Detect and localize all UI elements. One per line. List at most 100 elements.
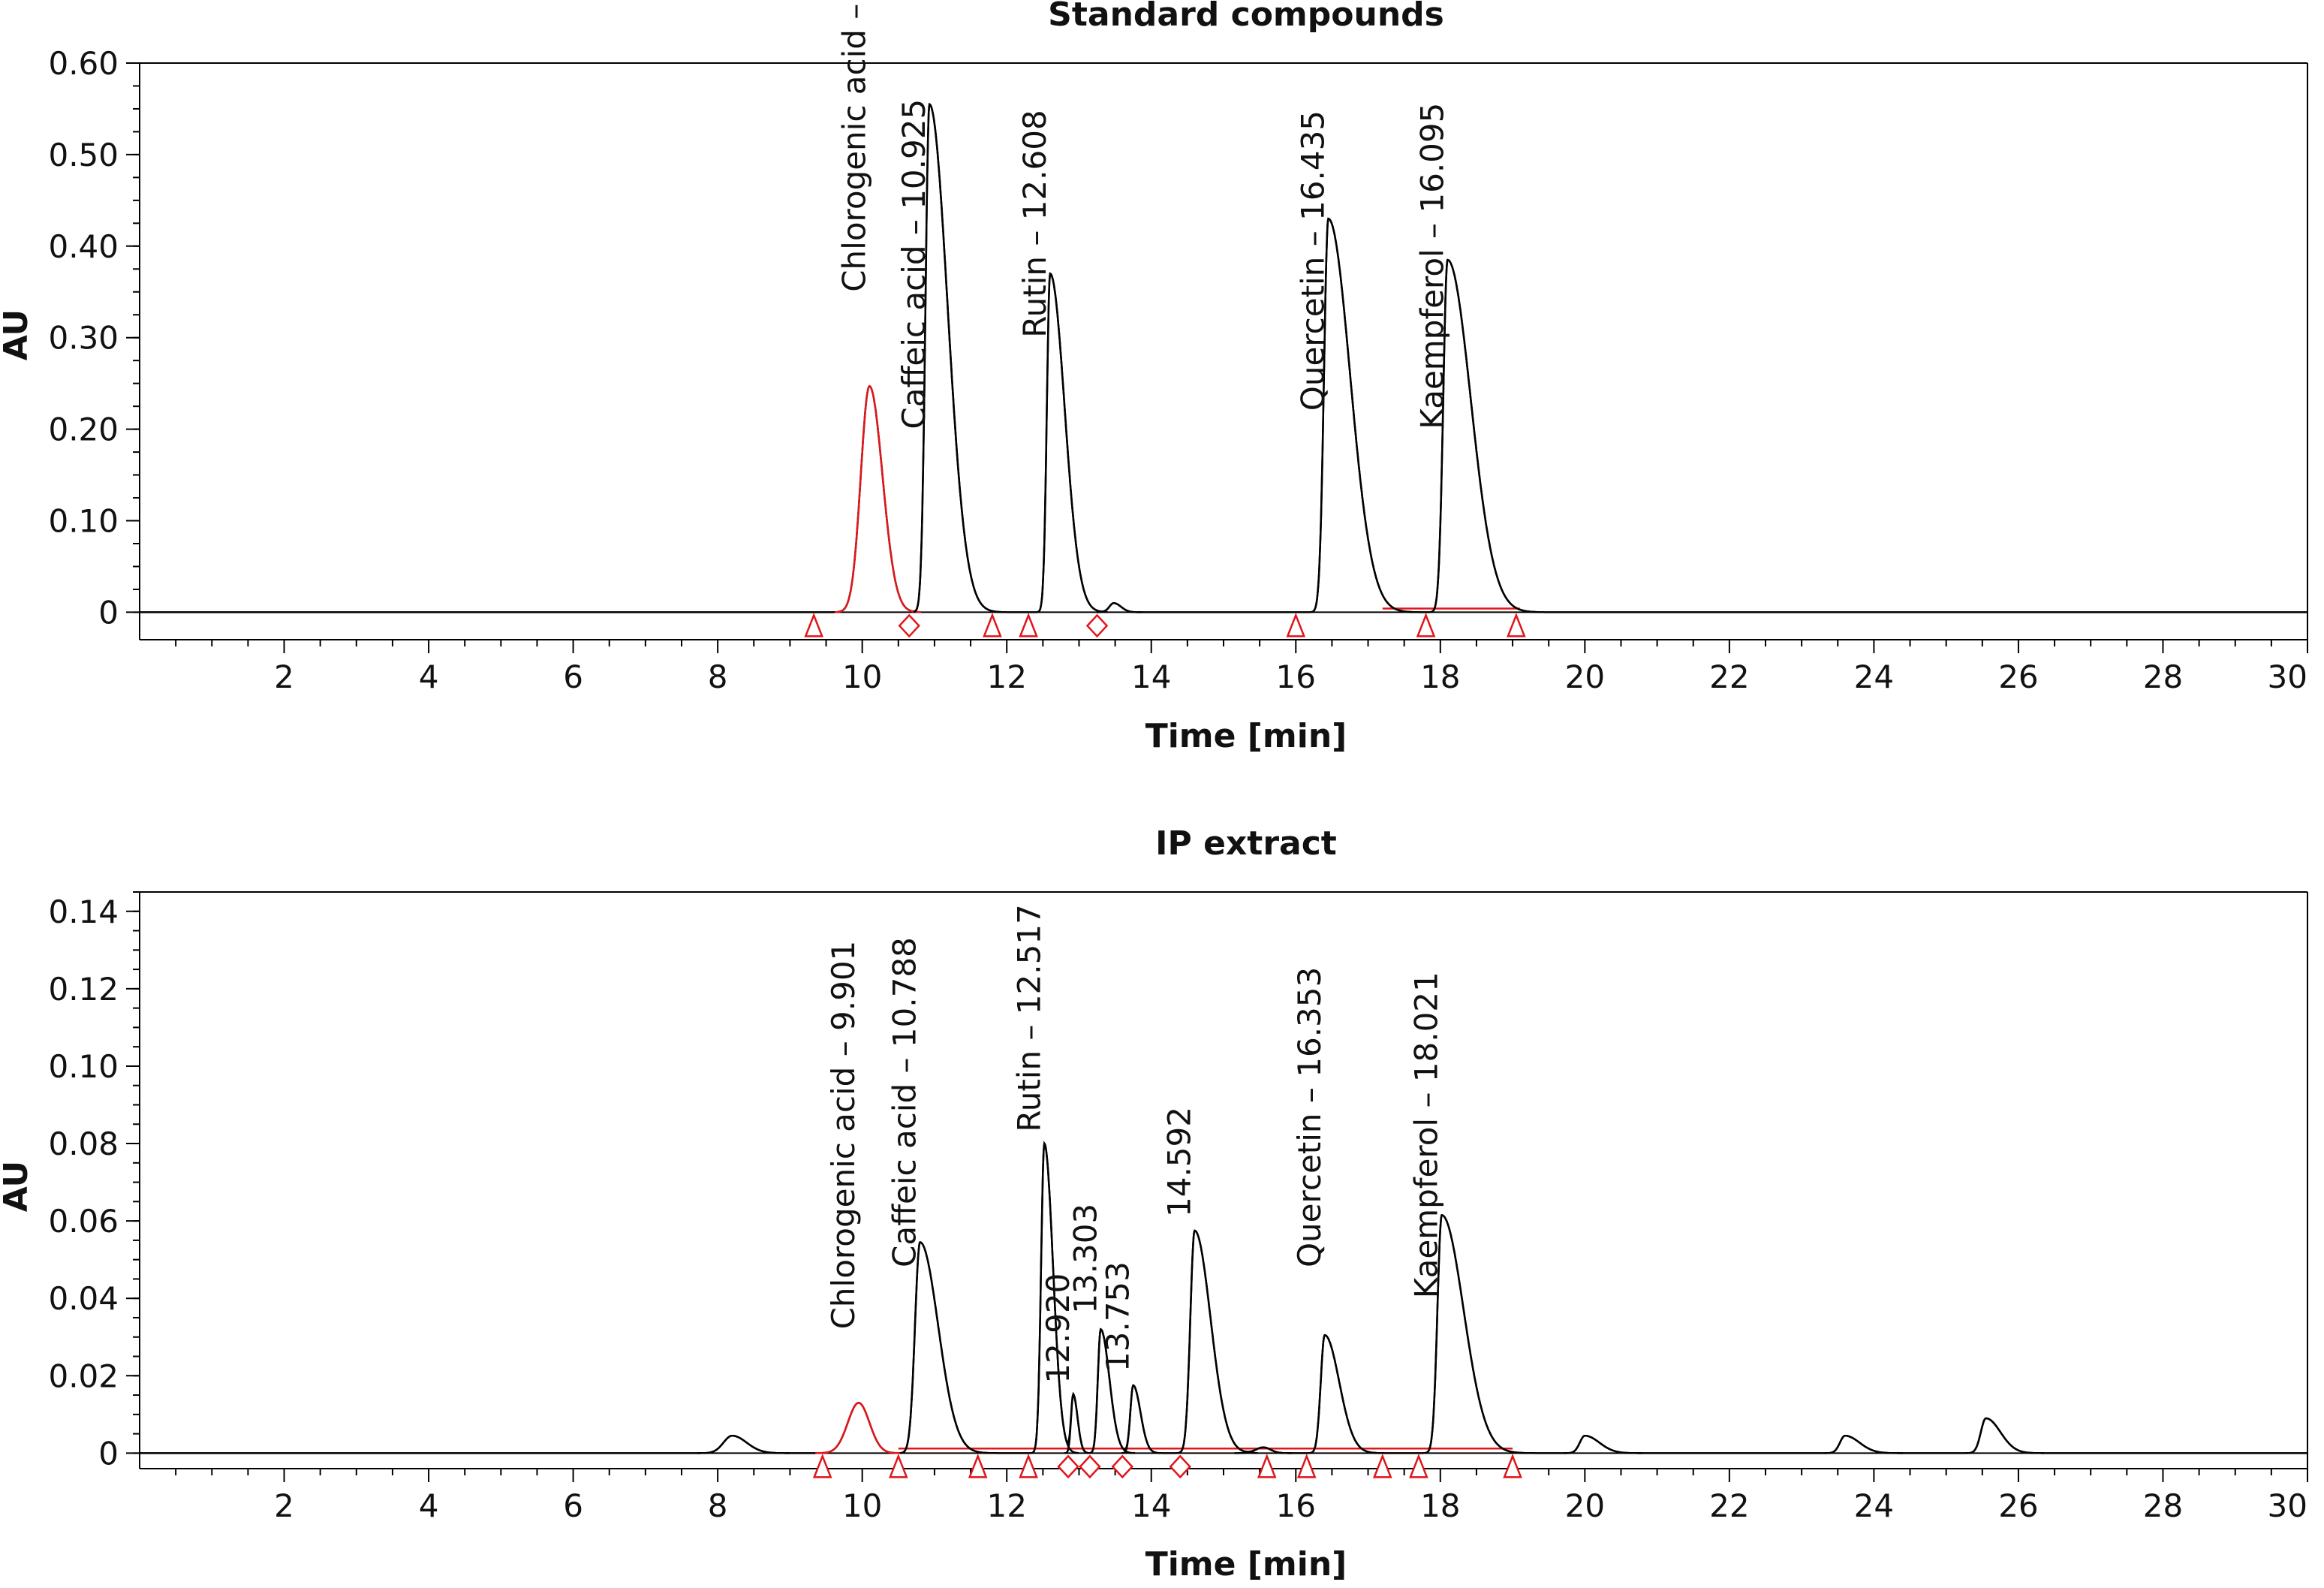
x-tick-label: 26 (1998, 658, 2038, 695)
x-tick-label: 20 (1565, 1487, 1605, 1524)
peak-label: Kaempferol – 18.021 (1408, 972, 1445, 1298)
peak-5 (1088, 1327, 1136, 1454)
integration-start-marker (812, 1453, 832, 1478)
integration-start-marker (1507, 613, 1526, 637)
integration-split-marker (1079, 1454, 1101, 1479)
x-tick-label: 18 (1420, 1487, 1460, 1524)
integration-start-marker (983, 613, 1002, 637)
peak-6 (1121, 1384, 1162, 1454)
x-tick-label: 30 (2268, 1487, 2307, 1524)
integration-split-marker (1057, 1454, 1079, 1479)
peak-12 (1824, 1434, 1903, 1454)
integration-start-marker (1416, 613, 1436, 637)
peak-4 (1064, 1394, 1091, 1454)
peak-label: Caffeic acid – 10.925 (896, 99, 932, 429)
integration-start-marker (1503, 1453, 1522, 1478)
x-tick-label: 2 (274, 658, 294, 695)
x-tick-label: 4 (419, 1487, 439, 1524)
integration-start-marker (1019, 613, 1038, 637)
peak-13 (1965, 1417, 2044, 1454)
x-tick-label: 24 (1854, 658, 1894, 695)
peak-label: 14.592 (1161, 1107, 1198, 1217)
x-tick-label: 22 (1709, 658, 1749, 695)
x-tick-label: 16 (1276, 1487, 1316, 1524)
x-tick-label: 2 (274, 1487, 294, 1524)
peak-label: Kaempferol – 16.095 (1413, 103, 1450, 429)
x-tick-label: 4 (419, 658, 439, 695)
peak-label: Rutin – 12.517 (1010, 904, 1047, 1131)
integration-start-marker (968, 1453, 988, 1478)
y-tick-label: 0.20 (48, 411, 119, 448)
y-tick-label: 0.40 (48, 228, 119, 265)
integration-split-marker (1111, 1454, 1133, 1479)
peak-10 (1424, 1214, 1529, 1454)
y-tick-label: 0 (98, 594, 119, 631)
peak-7 (1177, 1229, 1258, 1454)
x-tick-label: 6 (563, 1487, 583, 1524)
x-axis-label: Time [min] (1145, 717, 1347, 755)
x-tick-label: 14 (1131, 1487, 1171, 1524)
y-tick-label: 0.10 (48, 1048, 119, 1085)
integration-split-marker (1169, 1454, 1191, 1479)
x-tick-label: 30 (2268, 658, 2307, 695)
ip-extract-panel: IP extract Time [min] AU 2 4 6 8 10 12 14 16 18 2… (0, 824, 2308, 1583)
x-tick-label: 22 (1709, 1487, 1749, 1524)
integration-start-marker (888, 1453, 908, 1478)
chart-title: IP extract (1155, 824, 1337, 863)
x-tick-label: 6 (563, 658, 583, 695)
x-tick-label: 28 (2143, 658, 2183, 695)
peak-2 (899, 1241, 992, 1454)
peak-5 (1430, 258, 1540, 613)
y-tick-label: 0.12 (48, 971, 119, 1008)
integration-split-marker (1085, 613, 1109, 638)
peak-2 (1037, 272, 1108, 613)
x-tick-label: 10 (842, 1487, 882, 1524)
x-tick-label: 28 (2143, 1487, 2183, 1524)
y-tick-label: 0 (98, 1435, 119, 1472)
y-tick-label: 0.50 (48, 137, 119, 173)
chromatogram-trace (140, 102, 2307, 613)
peak-0 (697, 1434, 790, 1454)
x-axis-label: Time [min] (1145, 1545, 1347, 1583)
integration-start-marker (1372, 1453, 1392, 1478)
peak-1 (815, 1402, 902, 1454)
peak-3 (1096, 601, 1142, 613)
y-axis-label: AU (0, 1161, 35, 1212)
integration-start-marker (1296, 1453, 1317, 1478)
peak-8 (1234, 1446, 1292, 1454)
x-tick-label: 16 (1276, 658, 1316, 695)
peak-label: Rutin – 12.608 (1016, 110, 1053, 337)
peak-label: Chlorogenic acid – 10.047 (835, 0, 872, 292)
y-tick-label: 0.14 (48, 893, 119, 930)
x-tick-label: 20 (1565, 658, 1605, 695)
integration-start-marker (1257, 1453, 1277, 1478)
peak-label: 13.753 (1100, 1261, 1136, 1372)
integration-start-marker (1286, 613, 1306, 637)
peak-label: Quercetin – 16.353 (1291, 967, 1328, 1267)
y-tick-label: 0.60 (48, 45, 119, 82)
peak-label: 13.303 (1067, 1204, 1103, 1314)
y-tick-label: 0.02 (48, 1357, 119, 1394)
peak-9 (1308, 1333, 1383, 1454)
peak-3 (1031, 1141, 1079, 1454)
peak-label: Chlorogenic acid – 9.901 (825, 941, 862, 1330)
x-tick-label: 10 (842, 658, 882, 695)
integration-start-marker (1409, 1453, 1428, 1478)
integration-split-marker (898, 613, 920, 638)
peak-1 (913, 103, 1001, 613)
peak-11 (1564, 1434, 1643, 1454)
y-tick-label: 0.08 (48, 1125, 119, 1162)
x-tick-label: 8 (708, 658, 728, 695)
peak-4 (1311, 217, 1416, 613)
peak-label: 12.920 (1040, 1273, 1076, 1384)
y-tick-label: 0.30 (48, 320, 119, 357)
peak-label: Caffeic acid – 10.788 (887, 937, 923, 1267)
x-tick-label: 14 (1131, 658, 1171, 695)
y-tick-label: 0.10 (48, 503, 119, 540)
y-axis-label: AU (0, 309, 35, 360)
standard-compounds-panel: Standard compounds Time [min] AU 2 4 6 8 10 1… (0, 0, 2308, 755)
peak-0 (835, 384, 922, 613)
integration-start-marker (1019, 1453, 1038, 1478)
x-tick-label: 24 (1854, 1487, 1894, 1524)
